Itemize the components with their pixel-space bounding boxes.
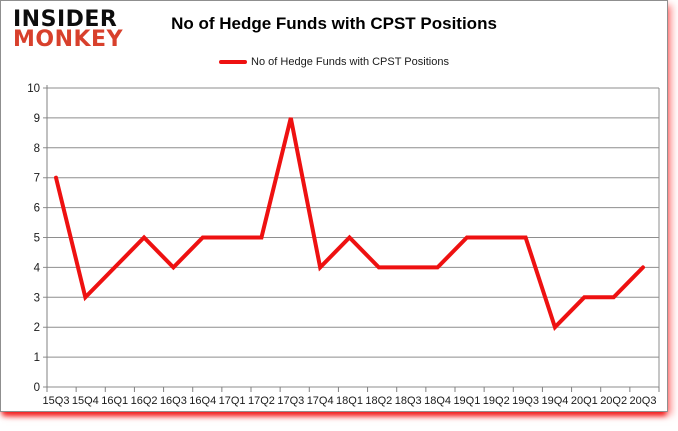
x-tick-label: 20Q2 (600, 395, 627, 407)
x-tick-label: 16Q2 (131, 395, 158, 407)
y-tick-label: 2 (34, 322, 40, 334)
y-tick-label: 4 (34, 262, 41, 274)
x-tick-label: 19Q3 (512, 395, 539, 407)
x-tick-label: 19Q2 (483, 395, 510, 407)
x-tick-label: 18Q2 (365, 395, 392, 407)
chart-title: No of Hedge Funds with CPST Positions (171, 14, 497, 33)
x-tick-label: 19Q1 (453, 395, 480, 407)
logo-line-monkey: MONKEY (13, 27, 124, 52)
x-tick-label: 17Q1 (219, 395, 246, 407)
y-tick-label: 3 (34, 292, 40, 304)
y-tick-label: 1 (34, 352, 40, 364)
x-tick-label: 16Q4 (189, 395, 216, 407)
logo-line-insider: INSIDER (13, 7, 118, 32)
y-tick-label: 7 (34, 173, 40, 185)
y-tick-label: 9 (34, 113, 40, 125)
x-tick-label: 17Q4 (307, 395, 334, 407)
x-tick-label: 15Q4 (72, 395, 99, 407)
chart-card: INSIDER MONKEY No of Hedge Funds with CP… (0, 0, 668, 412)
series-line-hedge-funds (54, 117, 645, 331)
y-tick-label: 10 (27, 83, 40, 95)
x-tick-label: 18Q1 (336, 395, 363, 407)
x-tick-label: 20Q1 (571, 395, 598, 407)
x-tick-label: 19Q4 (541, 395, 568, 407)
x-tick-label: 16Q3 (160, 395, 187, 407)
x-tick-label: 20Q3 (630, 395, 657, 407)
x-tick-label: 18Q4 (424, 395, 451, 407)
y-tick-label: 0 (34, 382, 40, 394)
x-tick-label: 16Q1 (101, 395, 128, 407)
insider-monkey-logo: INSIDER MONKEY (13, 7, 124, 52)
y-tick-label: 8 (34, 143, 40, 155)
y-tick-label: 6 (34, 203, 40, 215)
legend-series-label: No of Hedge Funds with CPST Positions (251, 56, 449, 68)
x-tick-label: 17Q3 (277, 395, 304, 407)
y-tick-label: 5 (34, 233, 40, 245)
chart-plot-area: 0 1 2 3 4 5 6 7 8 9 10 15Q3 15Q4 16Q1 16Q2 16Q3 16Q4 17Q1… (27, 83, 660, 407)
legend-line-marker-icon (219, 60, 248, 64)
x-tick-label: 15Q3 (43, 395, 70, 407)
chart-legend: No of Hedge Funds with CPST Positions (1, 56, 667, 68)
x-tick-label: 17Q2 (248, 395, 275, 407)
x-tick-label: 18Q3 (395, 395, 422, 407)
